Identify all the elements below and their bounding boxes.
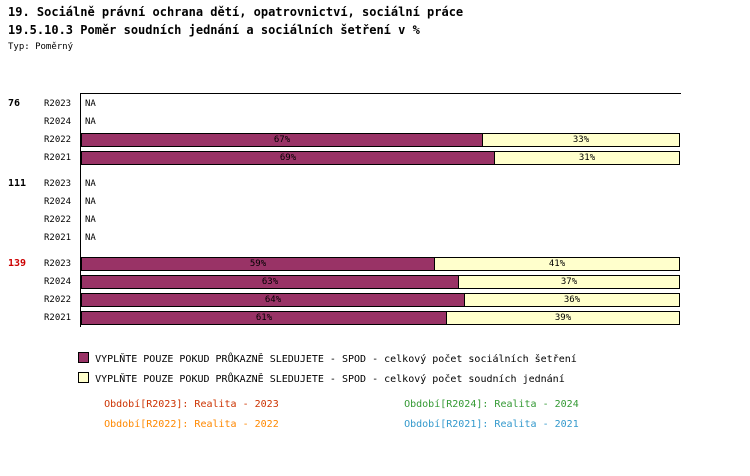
row-period-label: R2024 (44, 197, 72, 207)
row-period-label: R2024 (44, 277, 72, 287)
bar-segment-socialni-setreni: 64% (81, 293, 465, 307)
period-value: Realita - 2022 (194, 419, 279, 430)
group-label: 139 (8, 258, 27, 269)
chart-row: 76 R2023 NA (0, 95, 750, 113)
bar-group: 111 R2023 NA R2024 NA R2022 NA R2021 NA (0, 175, 750, 247)
bar-segment-soudni-jednani: 41% (434, 257, 680, 271)
chart-row: R2022 64% 36% (0, 291, 750, 309)
row-period-label: R2021 (44, 153, 72, 163)
period-label: Období[R2021]: (404, 419, 489, 430)
row-period-label: R2022 (44, 295, 72, 305)
period-label: Období[R2024]: (404, 399, 489, 410)
na-value: NA (85, 215, 96, 225)
row-period-label: R2024 (44, 117, 72, 127)
chart-type-label: Typ: Poměrný (8, 42, 74, 52)
chart-rows: 76 R2023 NA R2024 NA R2022 67% 33% R2021 69% 31% 11… (0, 94, 750, 327)
bar-chart: 76 R2023 NA R2024 NA R2022 67% 33% R2021 69% 31% 11… (0, 93, 750, 333)
legend-label: VYPLŇTE POUZE POKUD PRŮKAZNĚ SLEDUJETE -… (95, 374, 565, 385)
period-label: Období[R2023]: (104, 399, 189, 410)
bar-segment-socialni-setreni: 69% (81, 151, 495, 165)
chart-row: R2021 69% 31% (0, 149, 750, 167)
period-value: Realita - 2021 (494, 419, 579, 430)
row-period-label: R2022 (44, 135, 72, 145)
row-period-label: R2023 (44, 259, 72, 269)
legend-label: VYPLŇTE POUZE POKUD PRŮKAZNĚ SLEDUJETE -… (95, 354, 577, 365)
bar-group: 139 R2023 59% 41% R2024 63% 37% R2022 64% 36% R202… (0, 255, 750, 327)
bar-segment-soudni-jednani: 39% (446, 311, 680, 325)
stacked-bar: 63% 37% (81, 275, 680, 289)
chart-row: 111 R2023 NA (0, 175, 750, 193)
na-value: NA (85, 99, 96, 109)
chart-row: R2024 NA (0, 113, 750, 131)
period-label: Období[R2022]: (104, 419, 189, 430)
group-label: 111 (8, 178, 27, 189)
bar-segment-socialni-setreni: 59% (81, 257, 435, 271)
period-legend-r2023: Období[R2023]: Realita - 2023 (80, 388, 279, 421)
legend-item-socialni-setreni: VYPLŇTE POUZE POKUD PRŮKAZNĚ SLEDUJETE -… (42, 341, 577, 365)
period-value: Realita - 2023 (194, 399, 279, 410)
stacked-bar: 67% 33% (81, 133, 680, 147)
axis-top-line (80, 93, 681, 94)
chart-title-line2: 19.5.10.3 Poměr soudních jednání a sociá… (8, 23, 420, 37)
series-legend: VYPLŇTE POUZE POKUD PRŮKAZNĚ SLEDUJETE -… (42, 341, 577, 385)
bar-segment-soudni-jednani: 31% (494, 151, 680, 165)
stacked-bar: 59% 41% (81, 257, 680, 271)
chart-row: R2021 61% 39% (0, 309, 750, 327)
bar-group: 76 R2023 NA R2024 NA R2022 67% 33% R2021 69% 31% (0, 95, 750, 167)
chart-row: 139 R2023 59% 41% (0, 255, 750, 273)
row-period-label: R2021 (44, 233, 72, 243)
legend-swatch-dark (78, 352, 90, 363)
legend-item-soudni-jednani: VYPLŇTE POUZE POKUD PRŮKAZNĚ SLEDUJETE -… (42, 361, 577, 385)
chart-row: R2024 63% 37% (0, 273, 750, 291)
group-label: 76 (8, 98, 21, 109)
bar-segment-soudni-jednani: 37% (458, 275, 680, 289)
row-period-label: R2023 (44, 99, 72, 109)
chart-row: R2021 NA (0, 229, 750, 247)
period-legend-r2022: Období[R2022]: Realita - 2022 (80, 408, 279, 441)
na-value: NA (85, 233, 96, 243)
bar-segment-socialni-setreni: 63% (81, 275, 459, 289)
na-value: NA (85, 197, 96, 207)
stacked-bar: 69% 31% (81, 151, 680, 165)
row-period-label: R2022 (44, 215, 72, 225)
bar-segment-soudni-jednani: 36% (464, 293, 680, 307)
na-value: NA (85, 117, 96, 127)
na-value: NA (85, 179, 96, 189)
row-period-label: R2023 (44, 179, 72, 189)
axis-vertical-line (80, 93, 81, 327)
chart-title-line1: 19. Sociálně právní ochrana dětí, opatro… (8, 5, 464, 19)
period-legend-r2021: Období[R2021]: Realita - 2021 (380, 408, 579, 441)
legend-swatch-light (78, 372, 90, 383)
chart-row: R2022 NA (0, 211, 750, 229)
row-period-label: R2021 (44, 313, 72, 323)
chart-row: R2024 NA (0, 193, 750, 211)
period-legend-r2024: Období[R2024]: Realita - 2024 (380, 388, 579, 421)
stacked-bar: 64% 36% (81, 293, 680, 307)
bar-segment-socialni-setreni: 61% (81, 311, 447, 325)
stacked-bar: 61% 39% (81, 311, 680, 325)
period-value: Realita - 2024 (494, 399, 579, 410)
bar-segment-socialni-setreni: 67% (81, 133, 483, 147)
chart-row: R2022 67% 33% (0, 131, 750, 149)
bar-segment-soudni-jednani: 33% (482, 133, 680, 147)
